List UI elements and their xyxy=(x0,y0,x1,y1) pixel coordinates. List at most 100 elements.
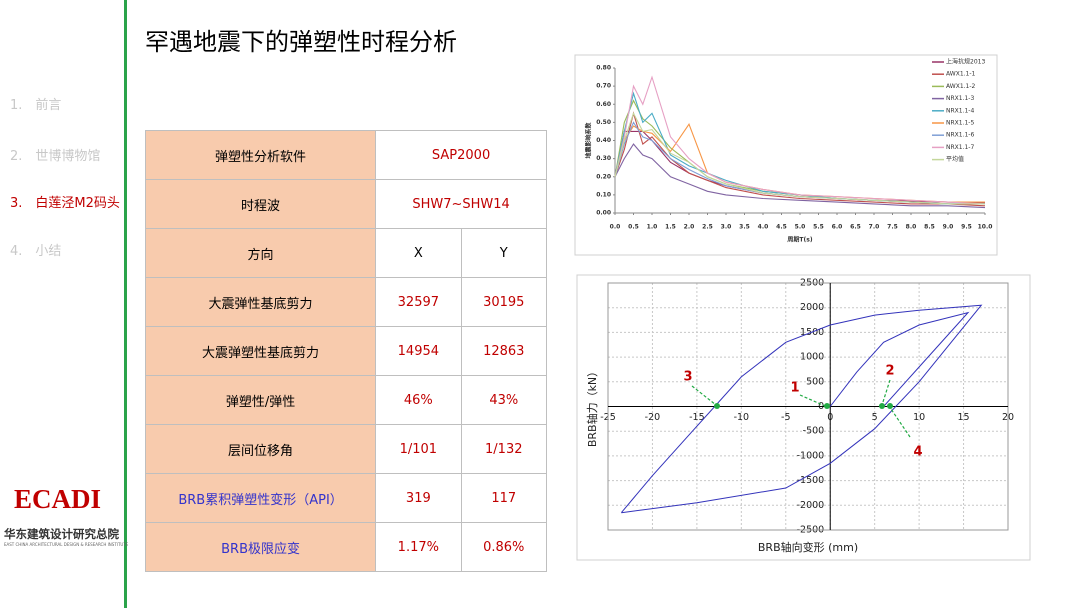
x-tick-label: 0.0 xyxy=(610,224,621,231)
x-tick-label: 8.5 xyxy=(924,224,935,231)
cell: 1.17% xyxy=(375,522,462,572)
legend-label: NRX1.1-3 xyxy=(946,95,974,102)
x-tick-label: 10.0 xyxy=(978,224,993,231)
x-tick-label: 7.0 xyxy=(869,224,880,231)
x-tick-label: 6.5 xyxy=(850,224,861,231)
legend-label: NRX1.1-4 xyxy=(946,107,974,114)
y-tick-label: -1000 xyxy=(797,450,825,461)
annotation: 4 xyxy=(913,445,922,460)
y-tick-label: 0.30 xyxy=(596,155,611,162)
series-line xyxy=(614,111,985,205)
y-tick-label: 0.20 xyxy=(596,173,611,180)
x-tick-label: 4.5 xyxy=(776,224,787,231)
x-tick-label: 9.0 xyxy=(943,224,954,231)
point-marker xyxy=(824,403,830,409)
x-axis-label: BRB轴向变形 (mm) xyxy=(758,540,858,554)
nav-item[interactable]: 3. 白莲泾M2码头 xyxy=(10,196,120,211)
legend-label: 上海抗规2013 xyxy=(946,58,985,66)
legend-label: NRX1.1-6 xyxy=(946,132,974,139)
cell: 层间位移角 xyxy=(144,424,377,474)
y-tick-label: 0.50 xyxy=(596,119,611,126)
cell: 1/101 xyxy=(375,424,462,474)
point-marker xyxy=(714,403,720,409)
nav-item[interactable]: 2. 世博博物馆 xyxy=(10,149,101,164)
y-axis-label: 地震影响系数 xyxy=(585,122,593,159)
point-marker xyxy=(879,403,885,409)
y-tick-label: 0.80 xyxy=(596,65,611,72)
x-tick-label: 5.5 xyxy=(813,224,824,231)
point-marker xyxy=(887,403,893,409)
x-tick-label: -5 xyxy=(781,412,790,423)
y-tick-label: 0.00 xyxy=(596,210,611,217)
x-tick-label: 2.0 xyxy=(684,224,695,231)
annotation: 2 xyxy=(885,364,894,379)
x-tick-label: -20 xyxy=(645,412,661,423)
cell: 43% xyxy=(460,375,548,425)
cell: 12863 xyxy=(460,326,548,376)
y-tick-label: 0.70 xyxy=(596,83,611,90)
x-tick-label: 3.0 xyxy=(721,224,732,231)
y-tick-label: 500 xyxy=(806,376,824,387)
x-tick-label: 15 xyxy=(958,412,970,423)
x-tick-label: 9.5 xyxy=(961,224,972,231)
cell: 0.86% xyxy=(460,522,548,572)
x-tick-label: 3.5 xyxy=(739,224,750,231)
leader-line xyxy=(881,379,891,406)
logo: ECADI xyxy=(14,484,102,514)
y-tick-label: 2000 xyxy=(800,302,824,313)
series-line xyxy=(620,304,983,514)
legend-label: AWX1.1-2 xyxy=(946,83,976,90)
slide-title: 罕遇地震下的弹塑性时程分析 xyxy=(145,28,457,56)
x-tick-label: 8.0 xyxy=(906,224,917,231)
cell: 大震弹性基底剪力 xyxy=(144,277,377,327)
nav-item[interactable]: 4. 小结 xyxy=(10,244,62,259)
annotation: 3 xyxy=(683,370,692,385)
cell: 时程波 xyxy=(144,179,377,229)
cell: 弹塑性/弹性 xyxy=(144,375,377,425)
series-line xyxy=(614,75,986,205)
series-line xyxy=(614,143,986,209)
y-tick-label: 0.10 xyxy=(596,191,611,198)
x-tick-label: 1.0 xyxy=(647,224,658,231)
x-tick-label: 7.5 xyxy=(887,224,898,231)
x-tick-label: 6.0 xyxy=(832,224,843,231)
legend-label: NRX1.1-7 xyxy=(946,144,974,151)
cell: SHW7~SHW14 xyxy=(375,179,547,229)
leader-line xyxy=(890,408,911,438)
leader-line xyxy=(799,394,826,407)
nav-item[interactable]: 1. 前言 xyxy=(10,98,62,113)
org-name: 华东建筑设计研究总院 xyxy=(4,527,119,541)
legend-label: AWX1.1-1 xyxy=(946,71,976,78)
cell: 46% xyxy=(375,375,462,425)
x-tick-label: 5 xyxy=(872,412,878,423)
x-tick-label: 1.5 xyxy=(665,224,676,231)
y-tick-label: -500 xyxy=(803,426,825,437)
cell: 14954 xyxy=(375,326,462,376)
legend-label: 平均值 xyxy=(946,155,964,163)
cell: X xyxy=(375,228,462,278)
org-name-en: EAST CHINA ARCHITECTURAL DESIGN & RESEAR… xyxy=(4,542,129,547)
y-axis-label: BRB轴力（kN） xyxy=(585,366,599,447)
x-tick-label: 2.5 xyxy=(702,224,713,231)
y-tick-label: 0.60 xyxy=(596,101,611,108)
leader-line xyxy=(691,385,717,406)
cell: 1/132 xyxy=(460,424,548,474)
y-tick-label: 1000 xyxy=(800,352,824,363)
cell: 32597 xyxy=(375,277,462,327)
cell: SAP2000 xyxy=(375,130,547,180)
y-tick-label: -2000 xyxy=(797,500,825,511)
x-tick-label: -10 xyxy=(734,412,750,423)
y-tick-label: -1500 xyxy=(797,475,825,486)
cell: 319 xyxy=(375,473,462,523)
x-axis-label: 周期T(s) xyxy=(787,236,812,244)
cell: 30195 xyxy=(460,277,548,327)
cell: 弹塑性分析软件 xyxy=(144,130,377,180)
series-line xyxy=(829,311,970,407)
x-tick-label: 4.0 xyxy=(758,224,769,231)
cell: 大震弹塑性基底剪力 xyxy=(144,326,377,376)
cell: Y xyxy=(460,228,548,278)
cell: 117 xyxy=(460,473,548,523)
cell: 方向 xyxy=(144,228,377,278)
